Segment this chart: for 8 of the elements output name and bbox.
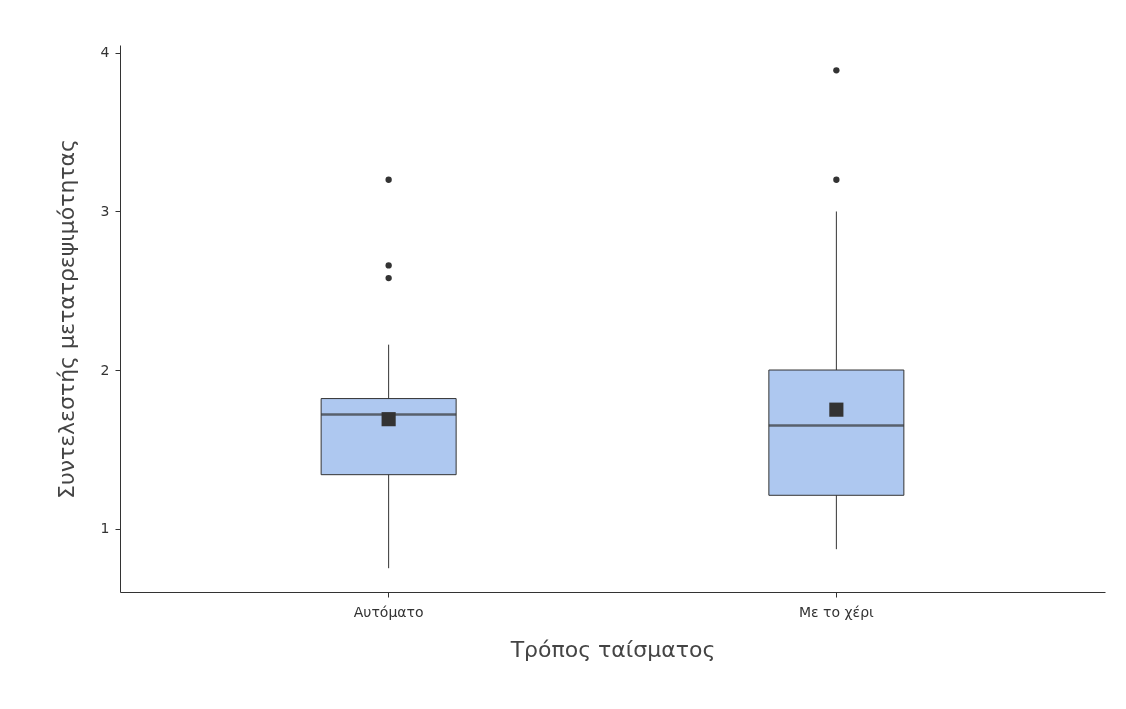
x-tick-label: Με το χέρι <box>798 603 875 620</box>
x-axis-title: Τρόπος ταίσματος <box>509 636 716 662</box>
y-tick-label: 4 <box>100 44 110 61</box>
y-axis-title: Συντελεστής μετατρεψιμότητας <box>53 138 79 500</box>
y-tick-label: 2 <box>100 361 110 378</box>
y-tick-label: 3 <box>100 202 110 219</box>
y-tick-label: 1 <box>100 520 110 537</box>
x-tick-label: Αυτόματο <box>353 603 424 620</box>
